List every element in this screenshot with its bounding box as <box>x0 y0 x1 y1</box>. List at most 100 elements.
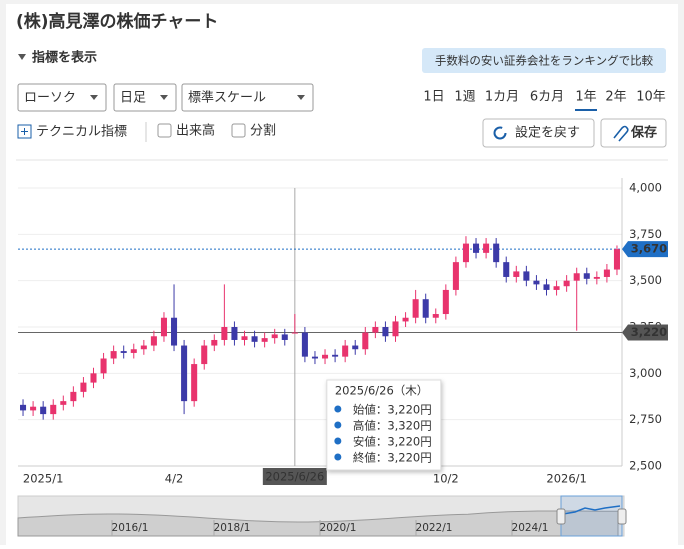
candle-body <box>342 345 349 357</box>
checkbox[interactable] <box>231 123 246 138</box>
candle-body <box>241 336 248 340</box>
save-icon <box>613 125 629 142</box>
y-tick-label: 3,750 <box>629 227 662 241</box>
period[interactable]: 6カ月 <box>530 90 564 105</box>
tooltip-dot <box>334 421 342 429</box>
navigator-window <box>560 495 623 537</box>
dropdown[interactable] <box>17 83 107 112</box>
candle-body <box>332 354 339 357</box>
candle-body <box>281 334 288 340</box>
candle-body <box>60 401 67 405</box>
y-tick-label: 4,000 <box>629 181 662 195</box>
toggle-icon <box>18 54 26 60</box>
candle-body <box>271 334 278 339</box>
period[interactable]: 1日 <box>423 90 444 105</box>
technical-icon[interactable] <box>17 124 32 139</box>
candle-body <box>362 332 369 350</box>
tooltip-row: 安値：3,220円 <box>353 435 432 449</box>
y-tick-label: 2,500 <box>629 459 662 473</box>
dropdown-arrow <box>297 95 305 100</box>
candle-body <box>251 336 258 342</box>
tooltip-box <box>326 379 442 471</box>
candle-body <box>573 273 580 281</box>
candle-body <box>392 321 399 337</box>
reset-text[interactable]: 設定を戻す <box>515 125 580 141</box>
candle-body <box>301 332 308 357</box>
dropdown[interactable] <box>113 83 177 112</box>
navigator-handle[interactable] <box>556 508 566 525</box>
candle-body <box>473 243 480 253</box>
candle-body <box>20 404 27 411</box>
candle-body <box>553 286 560 290</box>
candle-body <box>322 354 329 359</box>
candle-body <box>221 327 228 340</box>
period[interactable]: 1カ月 <box>485 90 519 105</box>
dropdown-text[interactable]: 日足 <box>120 91 146 106</box>
candle-body <box>171 317 178 346</box>
dropdown[interactable] <box>181 83 314 112</box>
candle-body <box>70 391 77 402</box>
period[interactable]: 1年 <box>575 90 596 105</box>
dropdown-arrow <box>160 95 168 100</box>
candle-body <box>40 406 47 415</box>
reset-icon <box>493 126 507 140</box>
candle-body <box>150 336 157 346</box>
candle-body <box>140 345 147 350</box>
tooltip-row: 終値：3,220円 <box>353 451 432 465</box>
y-tick-label: 3,500 <box>629 273 662 287</box>
crosshair-date-box <box>262 468 327 485</box>
checkbox-label[interactable]: 分割 <box>250 123 276 139</box>
candle-body <box>201 345 208 365</box>
candle-body <box>493 243 500 263</box>
candle-body <box>503 262 510 277</box>
promo-banner[interactable] <box>422 48 666 73</box>
checkbox[interactable] <box>157 123 172 138</box>
y-tick-label: 3,000 <box>629 366 662 380</box>
save-button[interactable] <box>600 118 667 148</box>
price-tag-label: 3,670 <box>631 242 667 256</box>
candle-body <box>80 382 87 392</box>
save-text[interactable]: 保存 <box>630 125 657 141</box>
candle-body <box>563 280 570 287</box>
candle-body <box>90 373 97 383</box>
plus <box>21 128 28 135</box>
x-tick-label: 4/2 <box>165 472 184 486</box>
candle-body <box>382 327 389 337</box>
candle-body <box>160 317 167 337</box>
price-tag-label: 3,220 <box>631 325 667 339</box>
candle-body <box>181 345 188 402</box>
navigator-label: 2016/1 <box>112 522 149 534</box>
candle-body <box>372 327 379 333</box>
candle-body <box>311 356 318 359</box>
candle-body <box>442 289 449 315</box>
navigator-label: 2018/1 <box>214 522 251 534</box>
dropdown-text[interactable]: ローソク <box>24 91 76 106</box>
dropdown-text[interactable]: 標準スケール <box>188 90 266 106</box>
candle-body <box>412 299 419 318</box>
candle-body <box>483 243 490 253</box>
title: (株)高見澤の株価チャート <box>16 11 218 32</box>
candle-body <box>613 249 620 270</box>
candle-body <box>191 364 198 402</box>
candle-body <box>432 314 439 318</box>
tooltip-row: 高値：3,320円 <box>353 419 432 433</box>
indicator-toggle[interactable]: 指標を表示 <box>32 50 97 66</box>
candle-body <box>120 351 127 353</box>
period[interactable]: 2年 <box>605 90 626 105</box>
reset-button[interactable] <box>482 118 595 148</box>
navigator-handle[interactable] <box>617 508 627 525</box>
period[interactable]: 10年 <box>636 90 666 105</box>
period[interactable]: 1週 <box>454 90 475 105</box>
x-tick-label: 2025/1 <box>23 472 63 486</box>
x-tick-label: 10/2 <box>433 472 459 486</box>
price-tag <box>622 324 668 341</box>
candle-body <box>291 332 298 334</box>
price-tag <box>622 241 668 258</box>
technical-label[interactable]: テクニカル指標 <box>36 125 127 140</box>
navigator-label: 2024/1 <box>512 522 549 534</box>
candle-body <box>30 406 37 411</box>
candle-body <box>523 271 530 281</box>
candle-body <box>513 271 520 277</box>
promo-text[interactable]: 手数料の安い証券会社をランキングで比較 <box>435 54 654 68</box>
checkbox-label[interactable]: 出来高 <box>176 123 215 139</box>
